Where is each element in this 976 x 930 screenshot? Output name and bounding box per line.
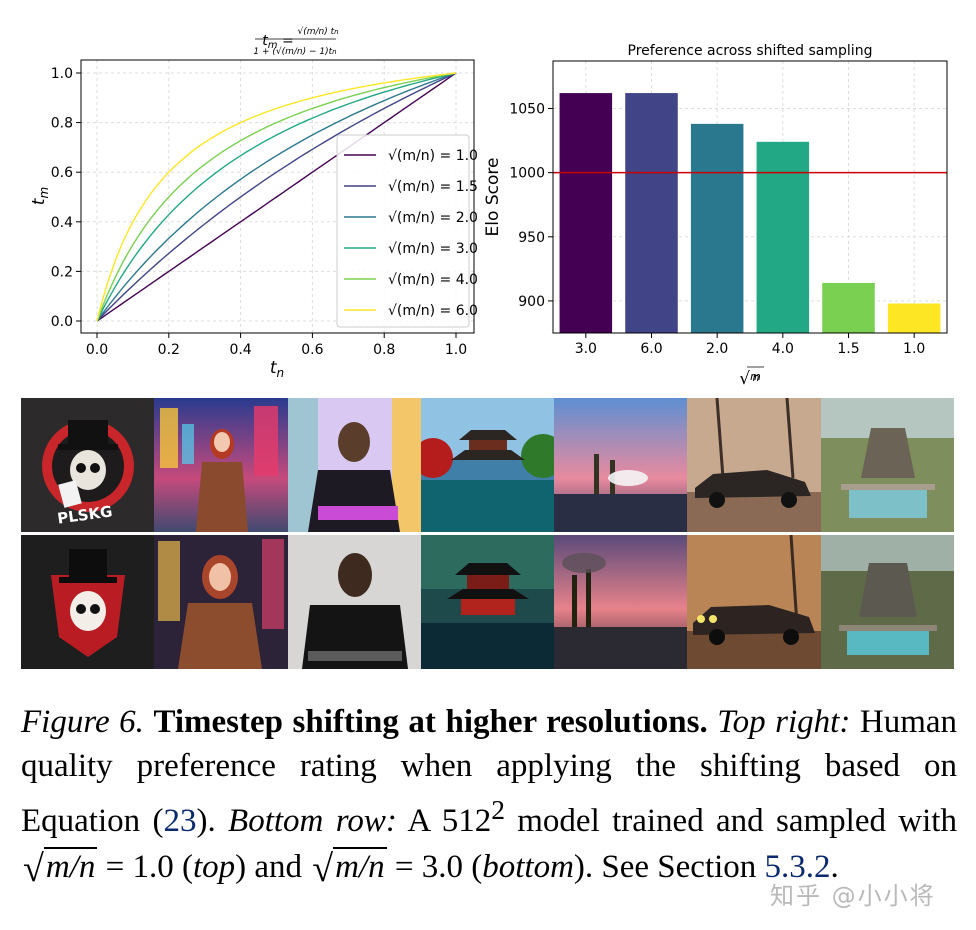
- legend-label-shift-6: √(m/n) = 6.0: [388, 303, 478, 319]
- man-leather-jacket-image: [287, 398, 421, 532]
- bar-1.0: [887, 303, 941, 333]
- left-y-tick-label: 0.8: [51, 116, 73, 132]
- left-x-tick-label: 0.2: [158, 342, 180, 358]
- sample-image-grid: PLSKG: [21, 398, 954, 670]
- legend-label-shift-1.5: √(m/n) = 1.5: [388, 179, 478, 195]
- bar-4.0: [756, 141, 810, 333]
- left-chart-ylabel: tm: [29, 187, 51, 205]
- right-chart-title: Preference across shifted sampling: [628, 43, 873, 59]
- left-y-tick-label: 0.6: [51, 165, 73, 181]
- factory-sunset-image: [554, 398, 688, 532]
- jungle-temple-image: [820, 398, 954, 532]
- svg-text:√(m/n) tn: √(m/n) tn: [297, 26, 338, 37]
- right-x-tick-label: 4.0: [772, 341, 794, 357]
- resolution-exponent: 2: [491, 794, 505, 825]
- curve-line-shift-6: [96, 72, 457, 322]
- bar-1.5: [822, 282, 875, 333]
- left-x-tick-label: 0.6: [301, 342, 323, 358]
- figure-caption: Figure 6. Timestep shifting at higher re…: [21, 700, 958, 890]
- curve-line-shift-3: [96, 72, 457, 322]
- legend-label-shift-2: √(m/n) = 2.0: [388, 210, 478, 226]
- bottom-row-label: Bottom row:: [228, 803, 397, 839]
- legend-label-shift-3: √(m/n) = 3.0: [388, 241, 478, 257]
- factory-sunset-image: [554, 535, 688, 669]
- caption-eq-2: = 3.0 (: [386, 849, 483, 885]
- right-y-tick-label: 1050: [509, 101, 545, 117]
- woman-times-square-image: [154, 535, 288, 669]
- legend-label-shift-1: √(m/n) = 1.0: [388, 148, 478, 164]
- left-chart-xlabel: tn: [270, 358, 284, 380]
- man-leather-jacket-image: [287, 535, 421, 669]
- bottom-word: bottom: [482, 849, 574, 885]
- right-chart-ticks: 900 950 1000 1050 3.0 6.0 2.0 4.0 1.5 1.0: [509, 101, 925, 357]
- pagoda-garden-image: [420, 535, 555, 669]
- top-word: top: [192, 849, 236, 885]
- curve-line-shift-4: [96, 72, 457, 322]
- right-chart-xlabel: √m n: [739, 366, 764, 389]
- equation-reference-link[interactable]: 23: [163, 803, 197, 839]
- caption-text-1: Human quality preference rating when app…: [21, 704, 958, 839]
- bar-6.0: [625, 93, 678, 333]
- sqrt-expression-1: √m/n: [23, 847, 98, 890]
- bar-2.0: [690, 123, 744, 334]
- svg-text:1 + (√(m/n) − 1)tn: 1 + (√(m/n) − 1)tn: [253, 46, 336, 57]
- left-y-tick-label: 0.2: [51, 264, 73, 280]
- svg-text:n: n: [753, 371, 760, 384]
- jungle-temple-image: [820, 535, 954, 669]
- shift-curve-chart: tm = √(m/n) tn 1 + (√(m/n) − 1)tn 0.0 0.2…: [29, 26, 478, 380]
- pagoda-garden-image: [420, 398, 555, 532]
- left-y-tick-label: 1.0: [51, 66, 73, 82]
- vintage-car-image: [687, 398, 821, 532]
- left-x-tick-label: 0.8: [373, 342, 395, 358]
- left-x-tick-label: 0.0: [86, 342, 108, 358]
- caption-text-4: model trained and sampled with: [504, 803, 957, 839]
- bar-3.0: [559, 93, 613, 333]
- figure-title: Timestep shifting at higher resolutions.: [153, 704, 708, 740]
- left-y-tick-label: 0.4: [51, 215, 73, 231]
- left-y-tick-label: 0.0: [51, 314, 73, 330]
- caption-text-5: ) and: [235, 849, 311, 885]
- skull-logo-image: [21, 535, 155, 669]
- vintage-car-image: [687, 535, 821, 669]
- left-x-tick-label: 1.0: [445, 342, 467, 358]
- left-chart-ticks: 0.0 0.2 0.4 0.6 0.8 1.0 0.0 0.2 0.4 0.6 0.8 1.0: [51, 66, 467, 358]
- left-x-tick-label: 0.4: [229, 342, 251, 358]
- section-reference-link[interactable]: 5.3.2: [764, 849, 831, 885]
- caption-text-2: ).: [196, 803, 229, 839]
- image-row-top: PLSKG: [21, 398, 954, 532]
- elo-bar-chart: Preference across shifted sampling 900 95…: [483, 43, 948, 389]
- sqrt-expression-2: √m/n: [312, 847, 387, 890]
- right-chart-ylabel: Elo Score: [483, 158, 503, 237]
- curve-line-shift-1: [96, 72, 457, 322]
- woman-times-square-image: [154, 398, 288, 532]
- watermark: 知乎 @小小将: [770, 882, 936, 910]
- skull-logo-image: PLSKG: [21, 398, 155, 532]
- top-right-label: Top right:: [717, 704, 851, 740]
- left-plot-frame: [80, 59, 475, 334]
- right-x-tick-label: 3.0: [575, 341, 597, 357]
- left-chart-title-fraction: √(m/n) tn 1 + (√(m/n) − 1)tn: [253, 26, 338, 57]
- left-chart-curves: [96, 72, 457, 322]
- right-y-tick-label: 1000: [509, 166, 545, 182]
- caption-text-3: A: [396, 803, 442, 839]
- resolution-value: 512: [441, 803, 492, 839]
- right-y-tick-label: 950: [518, 230, 545, 246]
- left-chart-legend: √(m/n) = 1.0 √(m/n) = 1.5 √(m/n) = 2.0 √(m/…: [336, 134, 478, 328]
- figure-charts: tm = √(m/n) tn 1 + (√(m/n) − 1)tn 0.0 0.2…: [29, 26, 948, 389]
- right-chart-bars: [553, 93, 947, 334]
- caption-text-7: .: [830, 849, 839, 885]
- right-x-tick-label: 1.5: [837, 341, 859, 357]
- image-row-bottom: [21, 535, 954, 669]
- curve-line-shift-1.5: [96, 72, 457, 322]
- legend-label-shift-4: √(m/n) = 4.0: [388, 272, 478, 288]
- right-plot-frame: [552, 60, 948, 334]
- right-x-tick-label: 1.0: [903, 341, 925, 357]
- right-x-tick-label: 2.0: [706, 341, 728, 357]
- caption-text-6: ). See Section: [573, 849, 765, 885]
- caption-eq-1: = 1.0 (: [97, 849, 193, 885]
- curve-line-shift-2: [96, 72, 457, 322]
- right-y-tick-label: 900: [518, 294, 545, 310]
- figure-label: Figure 6.: [21, 704, 144, 740]
- right-x-tick-label: 6.0: [640, 341, 662, 357]
